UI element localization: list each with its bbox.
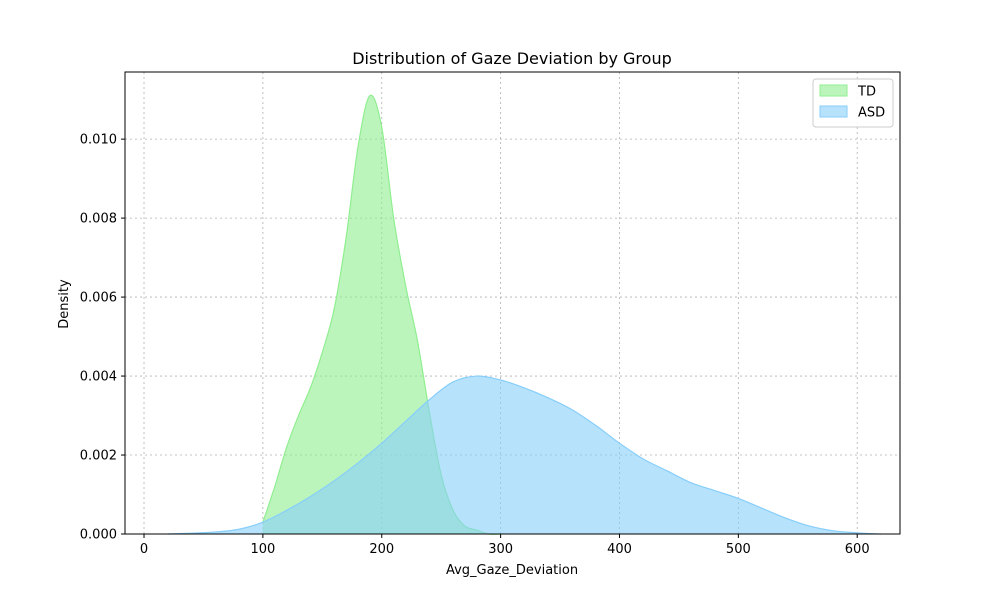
x-tick-label: 200	[369, 542, 394, 557]
legend-label-td: TD	[857, 85, 876, 100]
plot-areas	[167, 94, 882, 535]
y-tick-label: 0.010	[80, 133, 117, 148]
y-tick-label: 0.006	[80, 291, 117, 306]
x-axis-label: Avg_Gaze_Deviation	[446, 563, 578, 578]
x-tick-label: 100	[250, 542, 275, 557]
density-area-asd	[167, 376, 881, 534]
legend-swatch-asd	[819, 105, 848, 118]
density-area-td	[262, 95, 501, 535]
y-tick-label: 0.004	[80, 370, 117, 385]
axis-ticks: 0 100 200 300 400 500 600 0.000 0.002 0.004 0.006 0…	[80, 133, 870, 557]
x-tick-label: 600	[845, 542, 870, 557]
y-tick-label: 0.002	[80, 449, 117, 464]
y-tick-label: 0.008	[80, 212, 117, 227]
y-tick-label: 0.000	[80, 528, 117, 543]
legend-label-asd: ASD	[858, 106, 885, 121]
y-axis-label: Density	[57, 279, 72, 329]
plot-frame	[124, 71, 901, 535]
x-tick-label: 0	[140, 542, 148, 557]
x-tick-label: 400	[607, 542, 632, 557]
density-line-asd	[167, 375, 882, 535]
legend-swatch-td	[819, 84, 848, 97]
legend: TD ASD	[812, 78, 894, 128]
x-tick-label: 300	[488, 542, 513, 557]
chart-title: Distribution of Gaze Deviation by Group	[352, 49, 672, 68]
x-tick-label: 500	[726, 542, 751, 557]
